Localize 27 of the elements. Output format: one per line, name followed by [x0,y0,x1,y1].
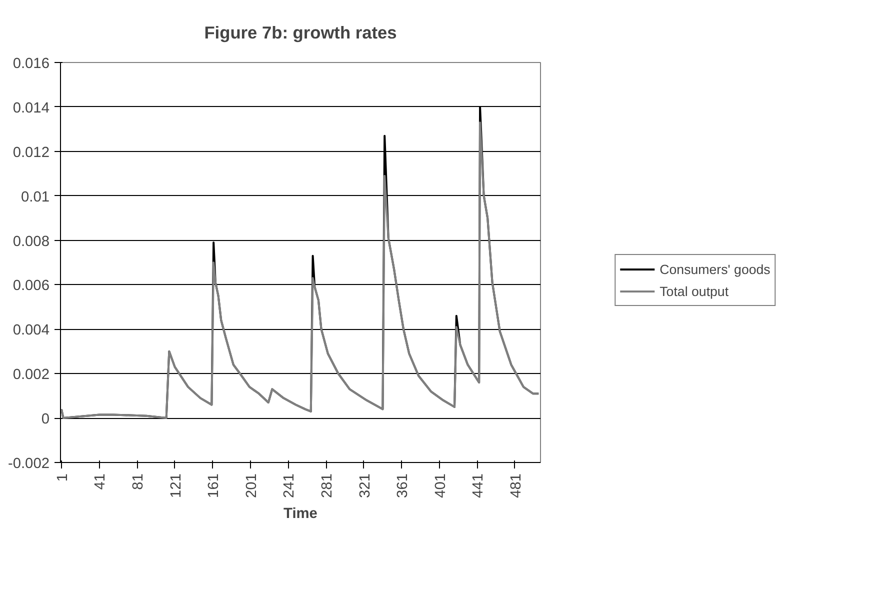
y-tick-label: 0.006 [12,278,50,294]
x-tick-label: 361 [395,473,412,498]
x-tick-label: 81 [130,473,147,490]
y-tick-label: 0 [41,412,50,428]
x-tick-label: 281 [320,473,336,498]
legend-label: Consumers' goods [660,262,770,276]
y-tick-label: 0.004 [12,322,50,339]
y-tick-label: 0.012 [12,144,50,161]
y-tick-label: 0.008 [12,234,50,250]
x-tick-label: 321 [357,473,374,498]
x-tick-label: 441 [470,473,487,498]
y-tick-label: 0.014 [12,100,50,116]
x-tick-label: 201 [244,473,260,498]
y-tick-label: 0.01 [20,189,50,206]
y-tick-label: 0.016 [12,56,50,72]
y-tick-label: -0.002 [8,456,50,472]
x-tick-label: 401 [432,473,449,498]
x-tick-label: 241 [282,473,298,498]
x-tick-label: 121 [168,473,184,498]
x-tick-label: 41 [92,473,109,490]
x-tick-label: 1 [54,473,71,482]
legend-label: Total output [660,284,729,298]
x-tick-label: 481 [508,473,524,498]
y-tick-label: 0.002 [12,367,50,384]
x-tick-label: 161 [206,473,222,498]
chart-title: Figure 7b: growth rates [204,22,397,42]
x-axis-title: Time [284,506,318,522]
